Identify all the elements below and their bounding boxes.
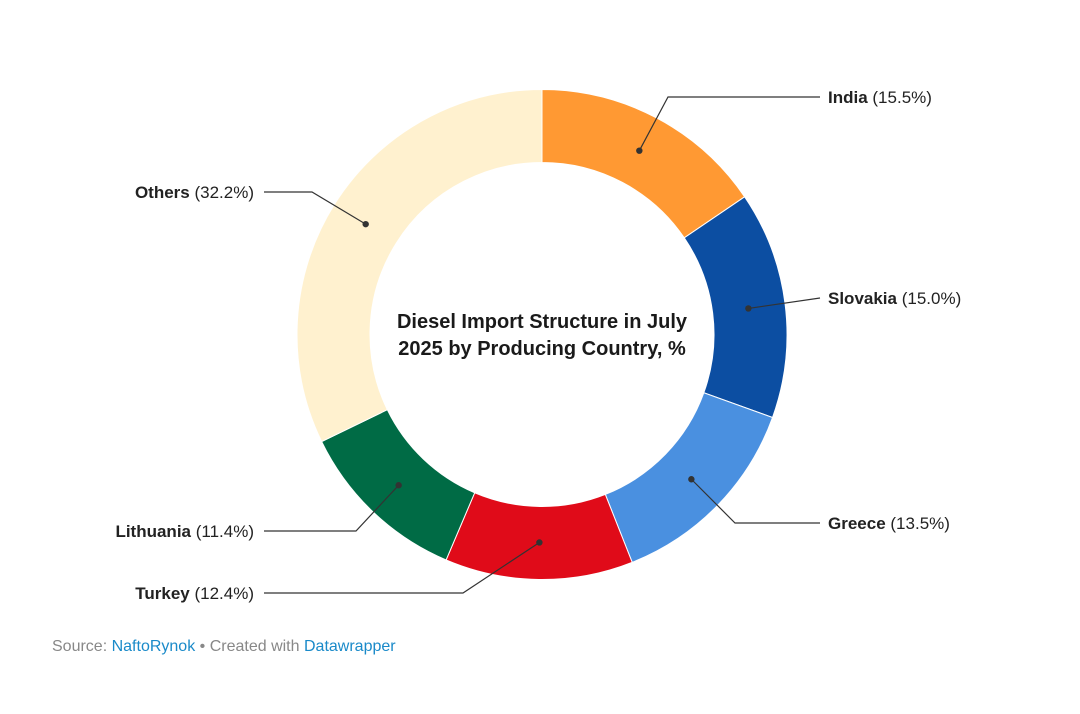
chart-title-line-1: Diesel Import Structure in July xyxy=(397,311,688,333)
label-name: Slovakia xyxy=(828,289,898,308)
leader-line-turkey xyxy=(264,541,540,594)
label-others: Others (32.2%) xyxy=(135,183,254,202)
label-slovakia: Slovakia (15.0%) xyxy=(828,289,961,308)
source-link[interactable]: NaftoRynok xyxy=(111,638,196,655)
slice-others xyxy=(296,88,543,443)
label-name: India xyxy=(828,88,868,107)
leader-line-others xyxy=(264,191,366,225)
label-value: (12.4%) xyxy=(190,584,254,603)
label-value: (15.0%) xyxy=(897,289,961,308)
leader-dot-india xyxy=(636,147,643,154)
leader-dot-greece xyxy=(688,476,695,483)
datawrapper-link[interactable]: Datawrapper xyxy=(303,638,396,655)
label-greece: Greece (13.5%) xyxy=(828,514,950,533)
label-value: (11.4%) xyxy=(191,522,254,541)
leader-dot-turkey xyxy=(536,539,543,546)
label-india: India (15.5%) xyxy=(828,88,932,107)
label-value: (32.2%) xyxy=(190,183,254,202)
footer: Source: NaftoRynok • Created with Datawr… xyxy=(52,638,396,656)
leader-line-india xyxy=(638,96,820,151)
created-with-label: Created with xyxy=(209,638,300,655)
slice-india xyxy=(541,88,746,239)
label-name: Others xyxy=(135,183,190,202)
label-value: (13.5%) xyxy=(886,514,950,533)
label-name: Lithuania xyxy=(115,522,191,541)
leader-dot-slovakia xyxy=(745,305,752,312)
leader-dot-lithuania xyxy=(395,482,402,489)
leader-line-slovakia xyxy=(748,297,821,310)
label-name: Turkey xyxy=(135,584,190,603)
leader-line-lithuania xyxy=(264,484,400,532)
source-label: Source: xyxy=(52,638,108,655)
chart-title-line-2: 2025 by Producing Country, % xyxy=(398,338,686,360)
label-lithuania: Lithuania (11.4%) xyxy=(115,522,254,541)
leader-line-greece xyxy=(690,478,820,524)
label-name: Greece xyxy=(828,514,886,533)
label-turkey: Turkey (12.4%) xyxy=(135,584,254,603)
label-value: (15.5%) xyxy=(868,88,932,107)
separator: • xyxy=(199,638,206,655)
slice-turkey xyxy=(445,492,633,580)
leader-dot-others xyxy=(362,220,369,228)
slice-slovakia xyxy=(683,196,788,419)
